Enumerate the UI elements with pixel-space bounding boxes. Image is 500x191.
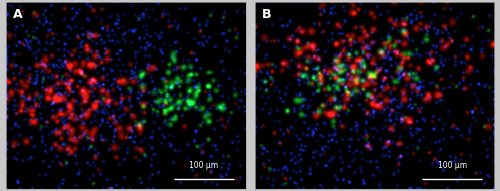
- Text: 100 µm: 100 µm: [189, 161, 218, 170]
- Text: A: A: [13, 7, 23, 20]
- Text: B: B: [262, 7, 271, 20]
- Text: 100 µm: 100 µm: [438, 161, 466, 170]
